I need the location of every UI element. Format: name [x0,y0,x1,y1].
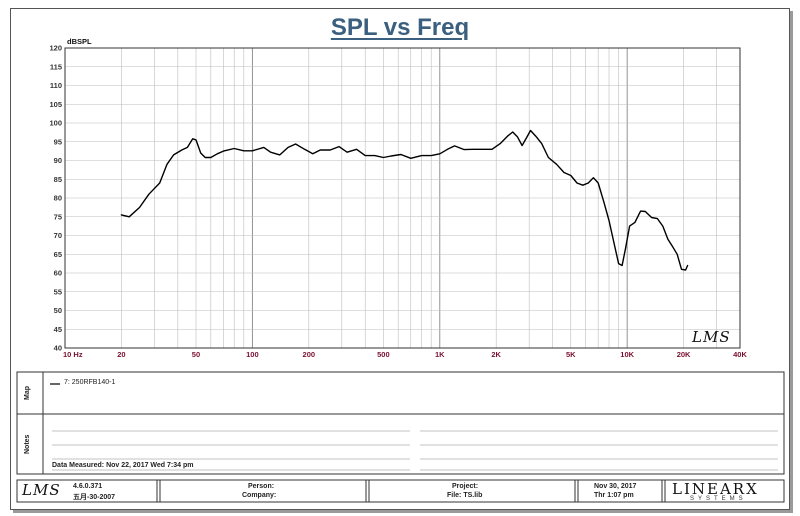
y-tick-label: 115 [50,62,62,71]
notes-panel-label: Notes [24,434,31,454]
notes-rules [52,430,778,471]
footer-date: Nov 30, 2017 [594,483,637,490]
data-measured-text: Data Measured: Nov 22, 2017 Wed 7:34 pm [52,462,194,469]
y-tick-label: 95 [54,137,62,146]
x-tick-label: 100 [246,350,259,359]
footer-project-label: Project: [452,483,479,490]
y-tick-label: 85 [54,175,62,184]
y-tick-label: 50 [54,306,62,315]
legend-entry: 7: 250RFB140-1 [64,379,116,386]
y-tick-label: 105 [49,100,62,109]
plot-frame [10,8,790,510]
x-tick-label: 40K [733,350,747,359]
x-tick-label: 1K [435,350,445,359]
y-tick-label: 45 [54,325,62,334]
x-tick-label: 2K [491,350,501,359]
chart-title: SPL vs Freq [330,14,470,41]
x-tick-label: 10K [620,350,634,359]
footer-time: Thr 1:07 pm [594,492,634,499]
x-tick-label: 200 [303,350,316,359]
plot-watermark-lms: LMS [692,328,731,346]
x-tick-label: 20 [117,350,125,359]
x-tick-label: 20K [677,350,691,359]
y-tick-label: 75 [54,212,62,221]
notes-panel [16,413,785,475]
footer-brand-sub: SYSTEMS [690,496,747,502]
y-tick-label: 120 [49,44,62,53]
x-tick-label: 500 [377,350,390,359]
y-tick-label: 80 [54,194,62,203]
footer-person-label: Person: [248,483,275,490]
y-tick-label: 65 [54,250,62,259]
footer-brand-logo: LINEARX [672,480,759,498]
grid-layer [64,47,741,349]
series-line-250rfb140 [120,129,689,271]
footer-build-date: 五月-30-2007 [73,494,116,501]
x-tick-labels: 10 Hz 20 50 100 200 500 1K 2K 5K 10K 20K 40K [63,350,747,359]
x-tick-label: 5K [566,350,576,359]
footer-lms-logo: LMS [22,481,61,499]
y-tick-label: 110 [50,81,62,90]
x-tick-label: 50 [192,350,200,359]
y-tick-labels: 40 45 50 55 60 65 70 75 80 85 90 95 100 105 110 115 120 [49,44,62,353]
map-panel-label: Map [24,386,31,400]
y-tick-label: 40 [54,344,62,353]
y-tick-label: 100 [49,119,62,128]
y-tick-label: 70 [54,231,62,240]
y-tick-label: 90 [54,156,62,165]
footer-file-label: File: TS.lib [447,492,483,499]
footer-version: 4.6.0.371 [73,483,103,490]
map-panel [16,371,785,415]
footer-bar [16,479,785,503]
y-axis-label: dBSPL [67,37,92,46]
footer-company-label: Company: [242,492,277,499]
x-tick-label: 10 Hz [63,350,83,359]
plot-area [64,47,741,349]
series-layer [120,129,689,271]
y-tick-label: 55 [54,287,62,296]
y-tick-label: 60 [54,269,62,278]
